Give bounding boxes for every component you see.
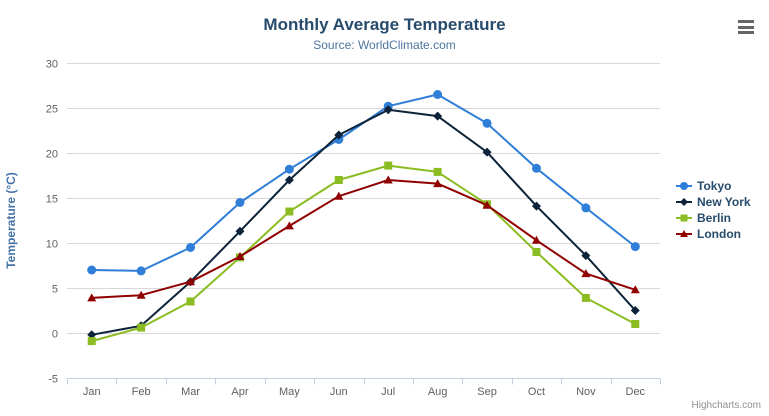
series-new-york[interactable] [87, 105, 640, 340]
legend-label: London [697, 227, 741, 241]
data-point-marker[interactable] [630, 285, 640, 294]
hamburger-bar [738, 31, 754, 34]
circle-marker-icon [676, 182, 692, 190]
data-point-marker[interactable] [630, 306, 640, 315]
y-axis-tick-label: 30 [46, 59, 58, 71]
data-point-marker[interactable] [186, 243, 196, 252]
legend-label: Berlin [697, 211, 732, 225]
x-axis-tick-label: Oct [528, 386, 545, 398]
data-point-marker[interactable] [87, 330, 97, 340]
y-axis-tick-label: 25 [46, 104, 58, 116]
legend-item-tokyo[interactable]: Tokyo [676, 178, 751, 194]
legend-label: New York [697, 195, 751, 209]
data-point-marker[interactable] [482, 200, 492, 209]
data-point-marker[interactable] [284, 221, 294, 230]
data-point-marker[interactable] [680, 182, 688, 190]
y-axis-tick-label: 0 [52, 329, 58, 341]
data-point-marker[interactable] [433, 167, 442, 176]
series-tokyo[interactable] [87, 90, 640, 276]
data-point-marker[interactable] [235, 252, 245, 260]
data-point-marker[interactable] [680, 230, 688, 237]
diamond-marker-icon [676, 198, 692, 206]
x-axis-tick-label: Dec [626, 386, 646, 398]
series-line[interactable] [90, 164, 637, 343]
y-axis-title: Temperature (°C) [4, 172, 18, 269]
data-point-marker[interactable] [284, 164, 294, 174]
data-point-marker[interactable] [137, 323, 146, 332]
data-point-marker[interactable] [235, 226, 245, 236]
data-point-marker[interactable] [87, 293, 97, 302]
series-london[interactable] [87, 175, 640, 302]
legend-label: Tokyo [697, 179, 732, 193]
data-point-marker[interactable] [186, 297, 195, 306]
data-point-marker[interactable] [531, 163, 541, 173]
data-point-marker[interactable] [334, 130, 344, 140]
data-point-marker[interactable] [581, 269, 591, 278]
data-point-marker[interactable] [531, 235, 541, 244]
legend-item-london[interactable]: London [676, 226, 751, 242]
y-axis-tick-label: -5 [48, 374, 58, 386]
x-axis-tick-label: Jul [381, 386, 395, 398]
x-axis-tick-label: Jun [330, 386, 348, 398]
data-point-marker[interactable] [433, 90, 443, 99]
y-axis-tick-label: 15 [46, 194, 58, 206]
data-point-marker[interactable] [235, 198, 245, 207]
data-point-marker[interactable] [680, 214, 688, 222]
x-axis-tick-label: Apr [231, 386, 248, 398]
data-point-marker[interactable] [581, 203, 591, 213]
series-line[interactable] [90, 93, 637, 272]
data-point-marker[interactable] [136, 290, 146, 299]
x-axis-tick-label: Nov [576, 386, 596, 398]
data-point-marker[interactable] [284, 175, 294, 185]
series-line[interactable] [90, 179, 637, 299]
highcharts-credit-link[interactable]: Highcharts.com [691, 400, 761, 411]
y-axis-tick-label: 10 [46, 239, 58, 251]
data-point-marker[interactable] [482, 147, 492, 157]
x-axis-tick-label: Aug [428, 386, 448, 398]
legend: Tokyo New York Berlin London [676, 178, 751, 242]
series-line[interactable] [90, 108, 637, 336]
hamburger-bar [738, 20, 754, 23]
data-point-marker[interactable] [581, 293, 590, 302]
data-point-marker[interactable] [384, 161, 393, 170]
legend-item-berlin[interactable]: Berlin [676, 210, 751, 226]
x-axis-tick-label: Feb [132, 386, 151, 398]
data-point-marker[interactable] [433, 179, 443, 188]
x-axis-tick-label: Sep [477, 386, 497, 398]
data-point-marker[interactable] [531, 201, 541, 211]
chart-subtitle: Source: WorldClimate.com [313, 38, 456, 52]
data-point-marker[interactable] [334, 191, 344, 200]
x-axis-tick-label: Jan [83, 386, 101, 398]
data-point-marker[interactable] [285, 207, 294, 216]
y-axis-tick-label: 20 [46, 149, 58, 161]
hamburger-bar [738, 25, 754, 29]
x-axis-tick-label: Mar [181, 386, 200, 398]
x-axis-tick-label: May [279, 386, 300, 398]
data-point-marker[interactable] [630, 242, 640, 252]
data-point-marker[interactable] [532, 248, 541, 256]
data-point-marker[interactable] [631, 320, 640, 328]
data-point-marker[interactable] [383, 105, 393, 115]
data-point-marker[interactable] [186, 277, 196, 286]
triangle-up-marker-icon [676, 230, 692, 237]
data-point-marker[interactable] [87, 265, 97, 275]
data-point-marker[interactable] [383, 175, 393, 184]
data-point-marker[interactable] [334, 176, 343, 184]
hamburger-menu-icon[interactable] [737, 20, 755, 34]
data-point-marker[interactable] [136, 266, 146, 276]
legend-item-new-york[interactable]: New York [676, 194, 751, 210]
data-point-marker[interactable] [482, 118, 492, 128]
data-point-marker[interactable] [581, 251, 591, 261]
data-point-marker[interactable] [680, 198, 688, 206]
square-marker-icon [676, 214, 692, 222]
y-axis-tick-label: 5 [52, 284, 58, 296]
chart-title: Monthly Average Temperature [263, 15, 506, 34]
data-point-marker[interactable] [87, 337, 96, 346]
data-point-marker[interactable] [433, 111, 443, 121]
